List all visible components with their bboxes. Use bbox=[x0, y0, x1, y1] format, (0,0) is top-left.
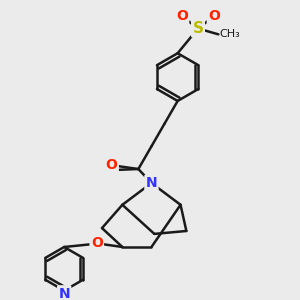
Text: O: O bbox=[106, 158, 118, 172]
Text: O: O bbox=[176, 9, 188, 23]
Text: N: N bbox=[58, 286, 70, 300]
Text: O: O bbox=[208, 9, 220, 23]
Text: O: O bbox=[91, 236, 103, 250]
Text: N: N bbox=[146, 176, 157, 190]
Text: CH₃: CH₃ bbox=[220, 29, 241, 39]
Text: S: S bbox=[193, 21, 203, 36]
